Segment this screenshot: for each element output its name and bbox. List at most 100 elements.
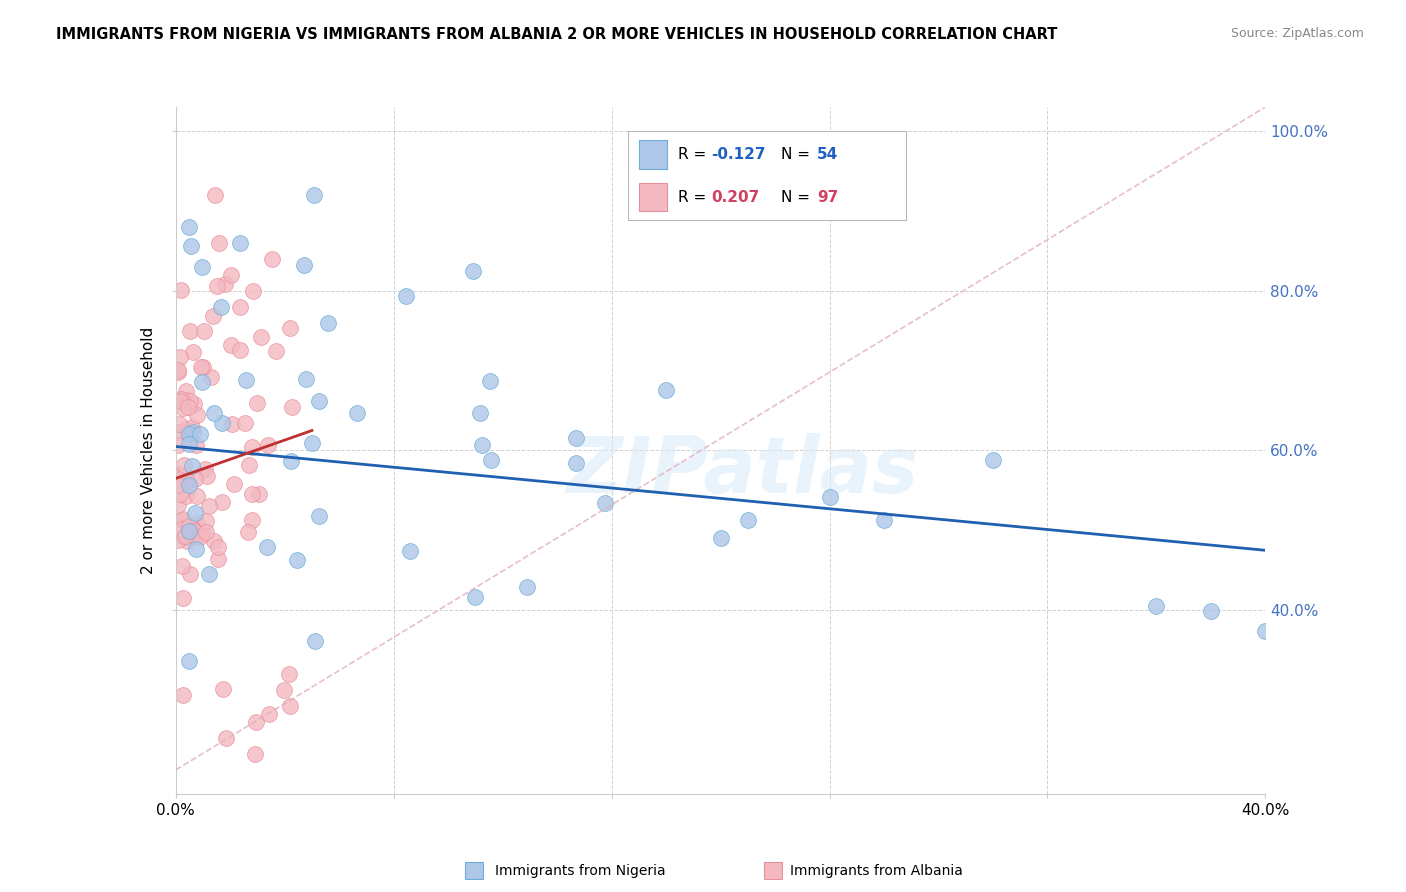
Point	[242, 284, 264, 298]
Point	[167, 363, 190, 377]
Point	[516, 580, 538, 594]
Point	[174, 489, 197, 503]
Point	[464, 590, 486, 604]
Text: IMMIGRANTS FROM NIGERIA VS IMMIGRANTS FROM ALBANIA 2 OR MORE VEHICLES IN HOUSEHO: IMMIGRANTS FROM NIGERIA VS IMMIGRANTS FR…	[56, 27, 1057, 42]
Point	[167, 438, 190, 452]
FancyBboxPatch shape	[765, 862, 782, 880]
Point	[167, 475, 190, 490]
Point	[184, 472, 207, 486]
Point	[214, 277, 236, 291]
Point	[172, 470, 194, 484]
Point	[240, 513, 263, 527]
Point	[250, 329, 273, 343]
Point	[169, 351, 191, 365]
Point	[246, 395, 269, 409]
Point	[179, 518, 201, 533]
Point	[205, 278, 228, 293]
Point	[195, 469, 218, 483]
Point	[172, 689, 194, 703]
Point	[198, 499, 221, 513]
Point	[184, 438, 207, 452]
Point	[1199, 604, 1222, 618]
Point	[177, 401, 200, 415]
Point	[207, 540, 229, 554]
Text: ZIPatlas: ZIPatlas	[567, 433, 918, 509]
Point	[173, 530, 195, 544]
Point	[243, 747, 266, 761]
Point	[222, 476, 245, 491]
Point	[181, 425, 204, 440]
Point	[176, 393, 198, 408]
Point	[167, 533, 190, 548]
Point	[176, 422, 198, 436]
Point	[302, 187, 325, 202]
Point	[655, 383, 678, 397]
Point	[193, 324, 215, 338]
Point	[710, 531, 733, 545]
Point	[170, 283, 193, 297]
Point	[179, 437, 201, 451]
Point	[176, 474, 198, 488]
Point	[200, 370, 222, 384]
Point	[278, 667, 301, 681]
Point	[280, 454, 302, 468]
Point	[167, 478, 190, 492]
Point	[169, 486, 191, 500]
Point	[191, 260, 214, 274]
Text: Immigrants from Nigeria: Immigrants from Nigeria	[495, 863, 665, 878]
Point	[167, 425, 190, 440]
Point	[471, 438, 494, 452]
Point	[170, 392, 193, 407]
Point	[207, 551, 229, 566]
Point	[183, 397, 205, 411]
Point	[186, 516, 208, 530]
Point	[167, 467, 190, 481]
Point	[186, 408, 208, 422]
Point	[167, 498, 190, 512]
Point	[172, 591, 194, 605]
Point	[280, 401, 302, 415]
Point	[184, 523, 207, 537]
Point	[183, 524, 205, 538]
Point	[238, 458, 260, 472]
Point	[179, 524, 201, 538]
Point	[280, 699, 302, 714]
Point	[301, 436, 323, 450]
Point	[188, 426, 211, 441]
Point	[398, 543, 420, 558]
Point	[184, 529, 207, 543]
Point	[191, 375, 214, 389]
Point	[202, 407, 225, 421]
Point	[176, 533, 198, 548]
Point	[179, 219, 201, 234]
Point	[179, 654, 201, 668]
Point	[221, 417, 243, 432]
Point	[179, 394, 201, 409]
Point	[256, 540, 278, 554]
Point	[167, 365, 190, 379]
Point	[240, 486, 263, 500]
Point	[240, 440, 263, 454]
Point	[229, 235, 252, 250]
Point	[179, 478, 201, 492]
Text: Source: ZipAtlas.com: Source: ZipAtlas.com	[1230, 27, 1364, 40]
Point	[233, 417, 256, 431]
Point	[190, 360, 212, 375]
Point	[209, 300, 232, 314]
Point	[1254, 624, 1277, 639]
Point	[245, 714, 267, 729]
Point	[256, 438, 278, 452]
Point	[172, 512, 194, 526]
Point	[181, 420, 204, 434]
Point	[395, 289, 418, 303]
Point	[191, 359, 214, 374]
Point	[470, 406, 492, 420]
Point	[170, 559, 193, 574]
Point	[346, 406, 368, 420]
Point	[463, 264, 485, 278]
Point	[184, 507, 207, 521]
Point	[260, 252, 283, 266]
Point	[173, 458, 195, 472]
Point	[193, 527, 215, 541]
Point	[285, 553, 308, 567]
